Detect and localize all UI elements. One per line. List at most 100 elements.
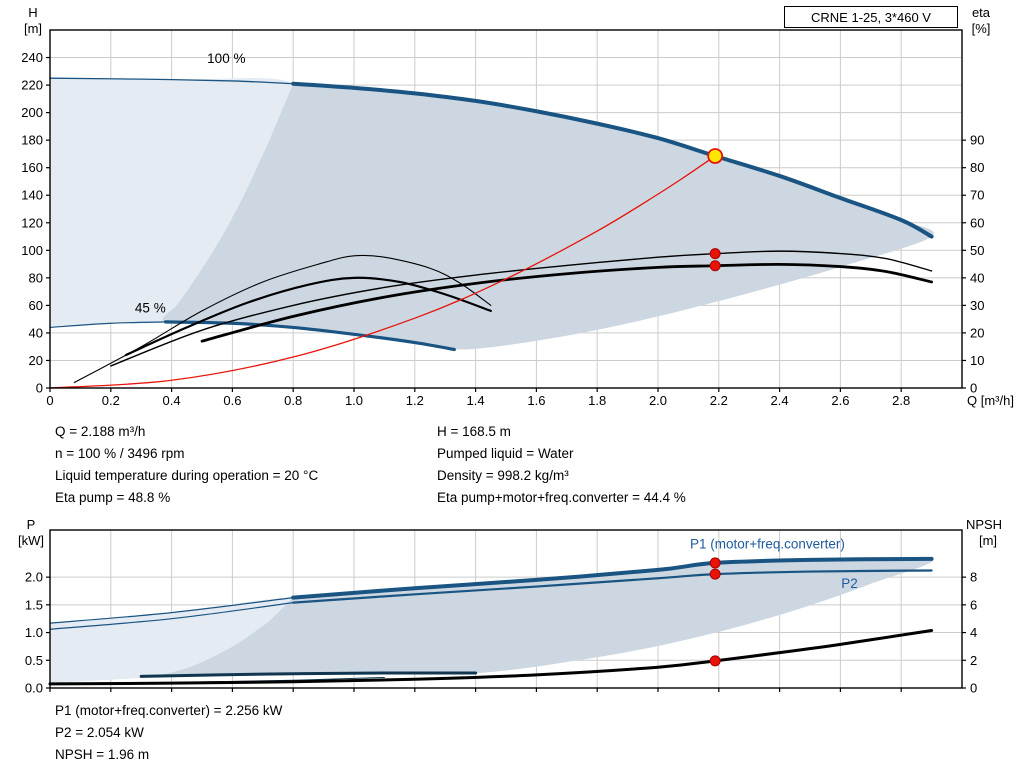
svg-text:6: 6 — [970, 597, 977, 612]
svg-text:0: 0 — [46, 393, 53, 408]
svg-text:90: 90 — [970, 133, 984, 148]
p2-point — [709, 568, 721, 580]
axis-title: [m] — [979, 533, 997, 548]
svg-text:0.2: 0.2 — [102, 393, 120, 408]
result-speed: n = 100 % / 3496 rpm — [55, 446, 185, 461]
svg-text:80: 80 — [29, 270, 43, 285]
axis-title: H — [28, 5, 37, 20]
svg-text:0: 0 — [970, 381, 977, 396]
qh-eta-chart-frame — [49, 29, 963, 389]
max-speed-curve — [291, 81, 934, 239]
p1-curve — [291, 556, 934, 600]
axis-title: Q [m³/h] — [967, 393, 1014, 408]
control-range — [162, 83, 934, 350]
axis-title: P — [27, 517, 36, 532]
speed-range-extended — [50, 78, 298, 328]
svg-text:100: 100 — [21, 243, 43, 258]
svg-text:1.2: 1.2 — [406, 393, 424, 408]
result-head: H = 168.5 m — [437, 424, 511, 439]
duty-point — [707, 148, 724, 164]
operating-data-right: H = 168.5 m Pumped liquid = Water Densit… — [437, 421, 686, 509]
result-eta-pump: Eta pump = 48.8 % — [55, 490, 171, 505]
p2-curve — [292, 569, 933, 604]
eta-pump-min-speed-curve — [73, 254, 492, 384]
result-pumped-liquid: Pumped liquid = Water — [437, 446, 574, 461]
axis-title: eta — [972, 5, 991, 20]
eta-pump-curve — [110, 250, 933, 367]
svg-text:140: 140 — [21, 188, 43, 203]
svg-text:2.0: 2.0 — [649, 393, 667, 408]
min-speed-curve-ext — [49, 321, 167, 329]
pump-model-box: CRNE 1-25, 3*460 V — [784, 6, 958, 28]
svg-text:70: 70 — [970, 188, 984, 203]
svg-text:0.5: 0.5 — [25, 653, 43, 668]
svg-text:40: 40 — [970, 270, 984, 285]
svg-text:20: 20 — [970, 325, 984, 340]
power-control-range — [153, 557, 933, 677]
eta-total-point — [709, 260, 721, 272]
svg-text:160: 160 — [21, 160, 43, 175]
power-npsh-results: P1 (motor+freq.converter) = 2.256 kW P2 … — [55, 700, 282, 766]
svg-text:1.5: 1.5 — [25, 597, 43, 612]
result-flow: Q = 2.188 m³/h — [55, 424, 146, 439]
axis-title: [m] — [24, 21, 42, 36]
svg-text:1.4: 1.4 — [467, 393, 485, 408]
svg-text:0.6: 0.6 — [223, 393, 241, 408]
svg-text:60: 60 — [970, 215, 984, 230]
qh-eta-chart-svg: 0 0.2 0.4 0.6 0.8 1.0 1.2 1.4 1.6 1.8 2.0 2.2 2.4 2.6… — [21, 5, 1014, 408]
svg-text:200: 200 — [21, 105, 43, 120]
svg-text:40: 40 — [29, 325, 43, 340]
svg-text:1.8: 1.8 — [588, 393, 606, 408]
svg-text:240: 240 — [21, 50, 43, 65]
p-min-speed-curve — [139, 671, 478, 678]
axis-title: NPSH — [966, 517, 1002, 532]
npsh-curve — [48, 628, 934, 686]
svg-text:0: 0 — [970, 681, 977, 696]
svg-text:220: 220 — [21, 78, 43, 93]
svg-text:4: 4 — [970, 625, 977, 640]
svg-text:50: 50 — [970, 243, 984, 258]
operating-data-left: Q = 2.188 m³/h n = 100 % / 3496 rpm Liqu… — [55, 421, 318, 509]
svg-text:0: 0 — [36, 381, 43, 396]
svg-text:2.6: 2.6 — [831, 393, 849, 408]
svg-text:0.0: 0.0 — [25, 681, 43, 696]
axis-title: [kW] — [18, 533, 44, 548]
power-npsh-chart-svg: 0.0 0.5 1.0 1.5 2.0 0 2 4 6 8 P1 (motor+freq.conve… — [18, 517, 1002, 696]
result-p2: P2 = 2.054 kW — [55, 725, 144, 740]
svg-text:80: 80 — [970, 160, 984, 175]
result-eta-total: Eta pump+motor+freq.converter = 44.4 % — [437, 490, 686, 505]
svg-text:2.2: 2.2 — [710, 393, 728, 408]
svg-text:60: 60 — [29, 298, 43, 313]
svg-text:1.6: 1.6 — [527, 393, 545, 408]
svg-text:0.4: 0.4 — [163, 393, 181, 408]
min-speed-curve — [163, 320, 456, 352]
result-p1: P1 (motor+freq.converter) = 2.256 kW — [55, 703, 283, 718]
p2-curve-ext — [49, 602, 294, 630]
power-npsh-chart: 0.0 0.5 1.0 1.5 2.0 0 2 4 6 8 P1 (motor+freq.conve… — [0, 515, 1024, 705]
svg-text:2: 2 — [970, 653, 977, 668]
power-npsh-chart-frame — [49, 529, 963, 689]
svg-text:180: 180 — [21, 133, 43, 148]
svg-text:2.8: 2.8 — [892, 393, 910, 408]
result-density: Density = 998.2 kg/m³ — [437, 468, 569, 483]
svg-text:1.0: 1.0 — [25, 625, 43, 640]
eta-pump-point — [709, 248, 721, 260]
qh-eta-chart: 0 0.2 0.4 0.6 0.8 1.0 1.2 1.4 1.6 1.8 2.0 2.2 2.4 2.6… — [21, 5, 1014, 408]
eta-total-min-speed-curve — [124, 276, 492, 357]
power-range-extended — [50, 597, 298, 684]
axis-title: [%] — [972, 21, 991, 36]
eta-total-curve — [200, 262, 933, 343]
svg-text:1.0: 1.0 — [345, 393, 363, 408]
svg-text:20: 20 — [29, 353, 43, 368]
label-p2: P2 — [841, 576, 858, 591]
svg-text:0.8: 0.8 — [284, 393, 302, 408]
result-liquid-temperature: Liquid temperature during operation = 20… — [55, 468, 319, 483]
svg-text:10: 10 — [970, 353, 984, 368]
svg-text:2.0: 2.0 — [25, 570, 43, 585]
svg-text:2.4: 2.4 — [771, 393, 789, 408]
label-45pct: 45 % — [135, 300, 166, 315]
svg-text:30: 30 — [970, 298, 984, 313]
result-npsh: NPSH = 1.96 m — [55, 747, 150, 762]
system-curve — [49, 155, 716, 389]
